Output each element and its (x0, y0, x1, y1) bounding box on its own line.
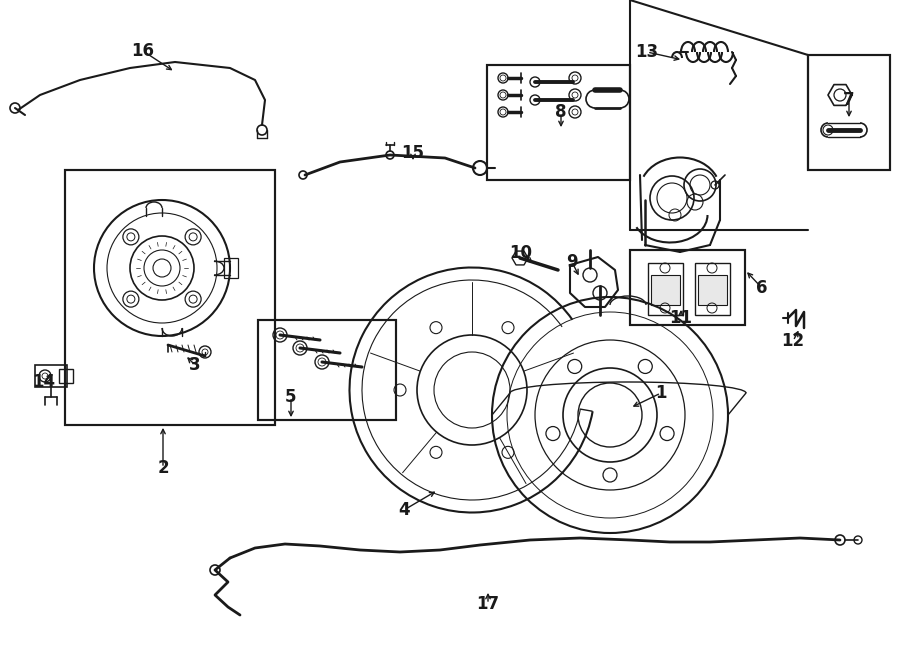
Text: 5: 5 (285, 388, 297, 406)
Text: 1: 1 (655, 384, 667, 402)
Text: 2: 2 (158, 459, 169, 477)
Text: 16: 16 (131, 42, 155, 60)
Bar (630, 250, 745, 325)
Polygon shape (512, 251, 528, 265)
Text: 6: 6 (756, 279, 768, 297)
Bar (487, 65, 630, 180)
Text: 14: 14 (32, 373, 56, 391)
Bar (487, 65, 630, 180)
Text: 7: 7 (843, 91, 855, 109)
Bar (35, 365, 67, 387)
Text: 9: 9 (566, 253, 578, 271)
Text: 11: 11 (670, 309, 692, 327)
Bar (651, 275, 680, 305)
Bar (59, 369, 73, 383)
Bar (695, 263, 730, 315)
Text: 10: 10 (509, 244, 533, 262)
Text: 8: 8 (555, 103, 567, 121)
Bar (808, 55, 890, 170)
Text: 17: 17 (476, 595, 500, 613)
Bar (258, 320, 396, 420)
Bar (648, 263, 683, 315)
Bar (65, 170, 275, 425)
Polygon shape (828, 85, 852, 105)
Bar (808, 55, 890, 170)
Text: 15: 15 (401, 144, 425, 162)
Bar (65, 170, 275, 425)
Bar (224, 258, 238, 278)
Bar (630, 250, 745, 325)
Text: 12: 12 (781, 332, 805, 350)
Text: 4: 4 (398, 501, 410, 519)
Text: 3: 3 (189, 356, 201, 374)
Text: 13: 13 (635, 43, 659, 61)
Bar (698, 275, 727, 305)
Bar (258, 320, 396, 420)
